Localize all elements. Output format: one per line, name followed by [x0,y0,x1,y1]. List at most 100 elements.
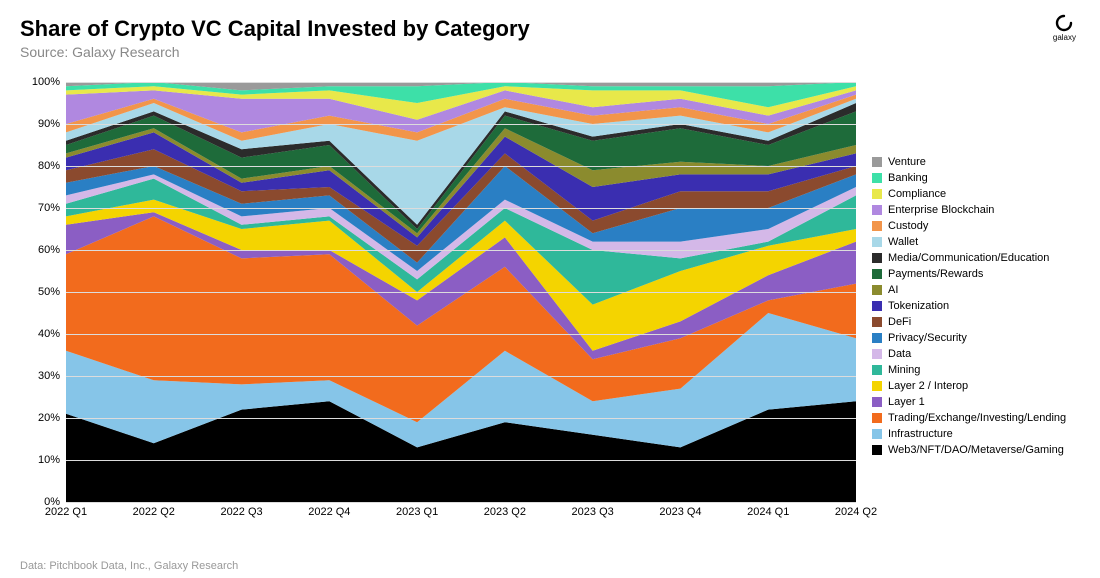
grid-line [66,166,856,167]
x-tick-label: 2023 Q4 [659,506,701,518]
grid-line [66,82,856,83]
legend-label: Media/Communication/Education [888,252,1049,264]
galaxy-logo-icon [1055,14,1073,32]
legend-item: Compliance [872,188,1072,200]
legend-item: DeFi [872,316,1072,328]
y-tick-label: 50% [38,286,60,298]
legend-swatch [872,349,882,359]
legend-label: Trading/Exchange/Investing/Lending [888,412,1066,424]
chart-area: 0%10%20%30%40%50%60%70%80%90%100% 2022 Q… [20,70,1080,530]
x-axis: 2022 Q12022 Q22022 Q32022 Q42023 Q12023 … [66,506,856,524]
y-tick-label: 80% [38,160,60,172]
y-tick-label: 20% [38,412,60,424]
grid-line [66,418,856,419]
legend-label: Enterprise Blockchain [888,204,994,216]
y-tick-label: 70% [38,202,60,214]
legend-swatch [872,317,882,327]
legend-label: Banking [888,172,928,184]
legend-swatch [872,221,882,231]
x-tick-label: 2022 Q1 [45,506,87,518]
legend-label: AI [888,284,898,296]
legend-label: Custody [888,220,928,232]
x-tick-label: 2022 Q4 [308,506,350,518]
y-tick-label: 30% [38,370,60,382]
y-tick-label: 40% [38,328,60,340]
legend-swatch [872,253,882,263]
legend-swatch [872,205,882,215]
y-axis: 0%10%20%30%40%50%60%70%80%90%100% [20,82,64,502]
legend-item: Web3/NFT/DAO/Metaverse/Gaming [872,444,1072,456]
plot-area [66,82,856,502]
legend-swatch [872,285,882,295]
legend-label: Layer 2 / Interop [888,380,968,392]
chart-title: Share of Crypto VC Capital Invested by C… [20,16,1080,42]
legend-swatch [872,173,882,183]
x-tick-label: 2023 Q1 [396,506,438,518]
y-tick-label: 10% [38,454,60,466]
legend-swatch [872,189,882,199]
legend-label: DeFi [888,316,911,328]
legend-swatch [872,333,882,343]
legend-item: AI [872,284,1072,296]
legend-label: Mining [888,364,920,376]
legend-item: Banking [872,172,1072,184]
grid-line [66,208,856,209]
grid-line [66,292,856,293]
legend-label: Venture [888,156,926,168]
legend-item: Infrastructure [872,428,1072,440]
legend-item: Venture [872,156,1072,168]
legend-label: Tokenization [888,300,949,312]
legend-item: Layer 2 / Interop [872,380,1072,392]
legend-label: Wallet [888,236,918,248]
grid-line [66,250,856,251]
legend-label: Compliance [888,188,946,200]
x-tick-label: 2022 Q2 [133,506,175,518]
grid-line [66,502,856,503]
x-tick-label: 2023 Q2 [484,506,526,518]
legend-swatch [872,237,882,247]
legend-item: Media/Communication/Education [872,252,1072,264]
chart-footer: Data: Pitchbook Data, Inc., Galaxy Resea… [20,560,238,572]
y-tick-label: 100% [32,76,60,88]
legend-item: Trading/Exchange/Investing/Lending [872,412,1072,424]
chart-header: Share of Crypto VC Capital Invested by C… [0,0,1100,64]
x-tick-label: 2024 Q1 [747,506,789,518]
legend-item: Data [872,348,1072,360]
galaxy-logo: galaxy [1053,14,1076,42]
legend-item: Custody [872,220,1072,232]
legend-label: Infrastructure [888,428,953,440]
grid-line [66,460,856,461]
legend: Venture Banking Compliance Enterprise Block… [872,156,1072,460]
grid-line [66,376,856,377]
legend-item: Mining [872,364,1072,376]
galaxy-logo-text: galaxy [1053,33,1076,42]
legend-item: Tokenization [872,300,1072,312]
x-tick-label: 2023 Q3 [572,506,614,518]
legend-item: Payments/Rewards [872,268,1072,280]
legend-item: Privacy/Security [872,332,1072,344]
grid-line [66,124,856,125]
legend-swatch [872,381,882,391]
legend-label: Layer 1 [888,396,925,408]
chart-subtitle: Source: Galaxy Research [20,44,1080,60]
legend-label: Payments/Rewards [888,268,983,280]
legend-swatch [872,301,882,311]
legend-item: Wallet [872,236,1072,248]
legend-swatch [872,269,882,279]
legend-item: Layer 1 [872,396,1072,408]
x-tick-label: 2022 Q3 [220,506,262,518]
legend-swatch [872,445,882,455]
legend-label: Privacy/Security [888,332,967,344]
y-tick-label: 60% [38,244,60,256]
legend-label: Data [888,348,911,360]
x-tick-label: 2024 Q2 [835,506,877,518]
legend-swatch [872,429,882,439]
grid-line [66,334,856,335]
legend-swatch [872,413,882,423]
legend-label: Web3/NFT/DAO/Metaverse/Gaming [888,444,1064,456]
y-tick-label: 90% [38,118,60,130]
legend-item: Enterprise Blockchain [872,204,1072,216]
legend-swatch [872,365,882,375]
legend-swatch [872,397,882,407]
legend-swatch [872,157,882,167]
